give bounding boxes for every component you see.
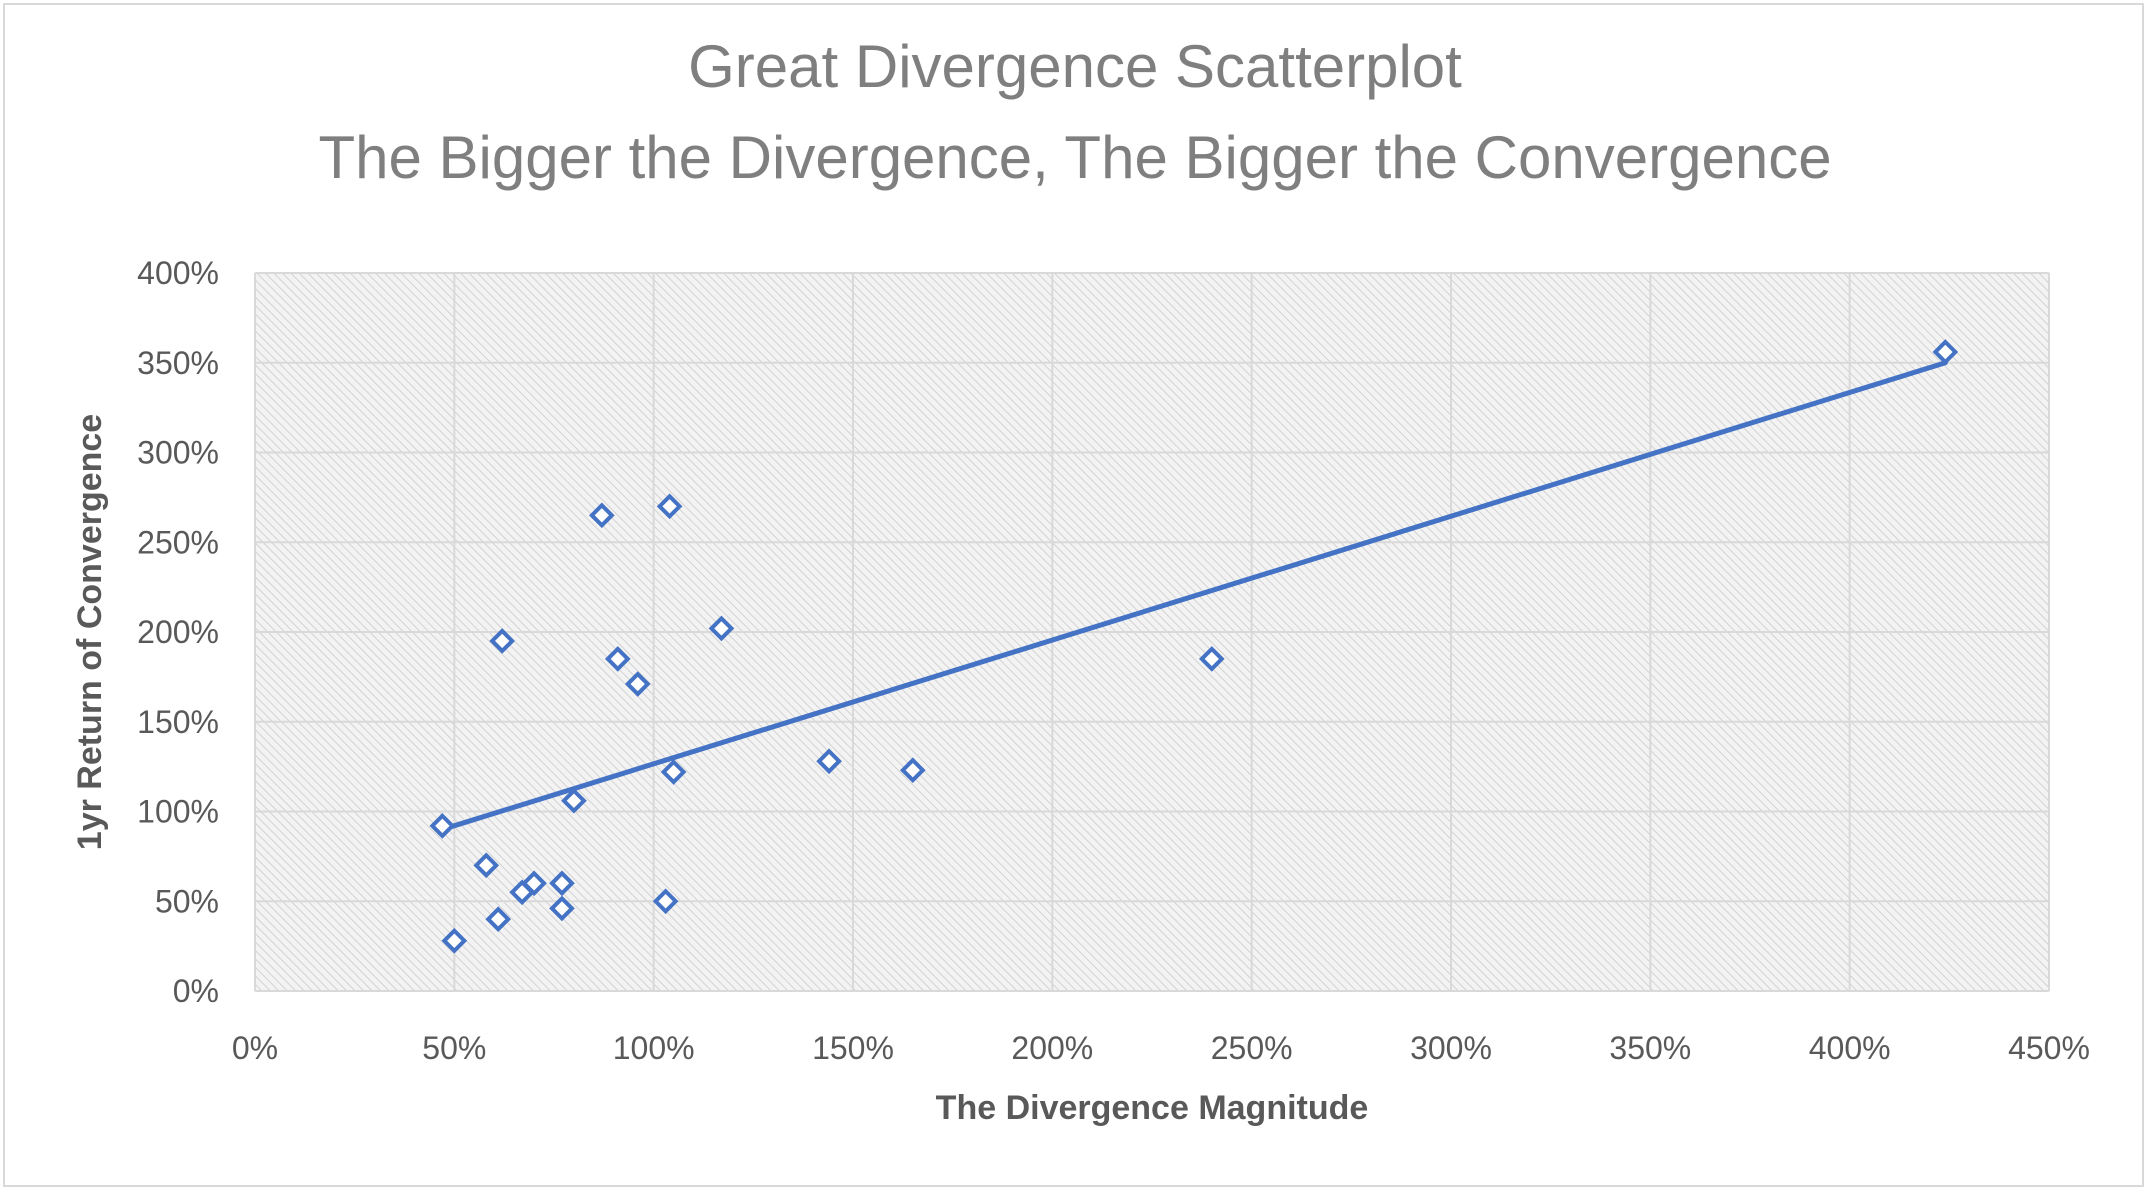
data-point [473, 852, 500, 879]
trendline [439, 360, 1948, 832]
y-axis-title: 1yr Return of Convergence [71, 414, 109, 850]
data-point [660, 759, 687, 785]
x-tick-label: 0% [232, 1030, 278, 1066]
y-tick-label: 50% [155, 883, 219, 919]
x-axis-title: The Divergence Magnitude [936, 1089, 1369, 1127]
data-point [549, 870, 575, 897]
chart-subtitle: The Bigger the Divergence, The Bigger th… [318, 124, 1831, 191]
data-point [489, 628, 516, 654]
y-tick-label: 350% [137, 345, 219, 381]
x-tick-label: 150% [812, 1030, 894, 1066]
x-tick-label: 400% [1809, 1030, 1891, 1066]
y-tick-label: 200% [137, 614, 219, 650]
data-point [485, 906, 512, 933]
data-point [549, 895, 575, 922]
y-tick-label: 400% [137, 255, 219, 291]
data-point [899, 757, 926, 784]
data-point [429, 813, 456, 839]
data-point [816, 748, 842, 775]
y-tick-label: 300% [137, 435, 219, 471]
y-tick-label: 250% [137, 524, 219, 560]
data-point [441, 927, 468, 954]
x-tick-label: 200% [1011, 1030, 1093, 1066]
y-axis-ticks: 0% 50% 100% 150% 200% 250% 300% 350% 400% [137, 255, 219, 1009]
x-axis-ticks: 0% 50% 100% 150% 200% 250% 300% 350% 400% 450% [232, 1030, 2090, 1066]
y-tick-label: 150% [137, 704, 219, 740]
data-point [604, 646, 631, 672]
data-point [1198, 646, 1225, 672]
y-tick-label: 100% [137, 794, 219, 830]
data-point [561, 787, 587, 814]
data-point [1932, 339, 1959, 365]
data-point [589, 502, 615, 529]
data-point [521, 870, 547, 897]
x-tick-label: 50% [422, 1030, 486, 1066]
trendline-group [439, 360, 1948, 832]
data-point [708, 615, 735, 642]
x-tick-label: 350% [1609, 1030, 1691, 1066]
chart: Great Divergence Scatterplot The Bigger … [3, 3, 2144, 1187]
x-tick-label: 100% [613, 1030, 695, 1066]
data-point [624, 671, 651, 697]
x-tick-label: 300% [1410, 1030, 1492, 1066]
x-tick-label: 450% [2008, 1030, 2090, 1066]
scatter-chart: Great Divergence Scatterplot The Bigger … [71, 33, 2090, 1127]
data-points [429, 339, 1959, 954]
gridlines [254, 272, 2050, 992]
y-tick-label: 0% [173, 973, 219, 1009]
data-point [652, 888, 679, 915]
x-tick-label: 250% [1211, 1030, 1293, 1066]
data-point [656, 493, 683, 520]
chart-title: Great Divergence Scatterplot [688, 33, 1462, 100]
